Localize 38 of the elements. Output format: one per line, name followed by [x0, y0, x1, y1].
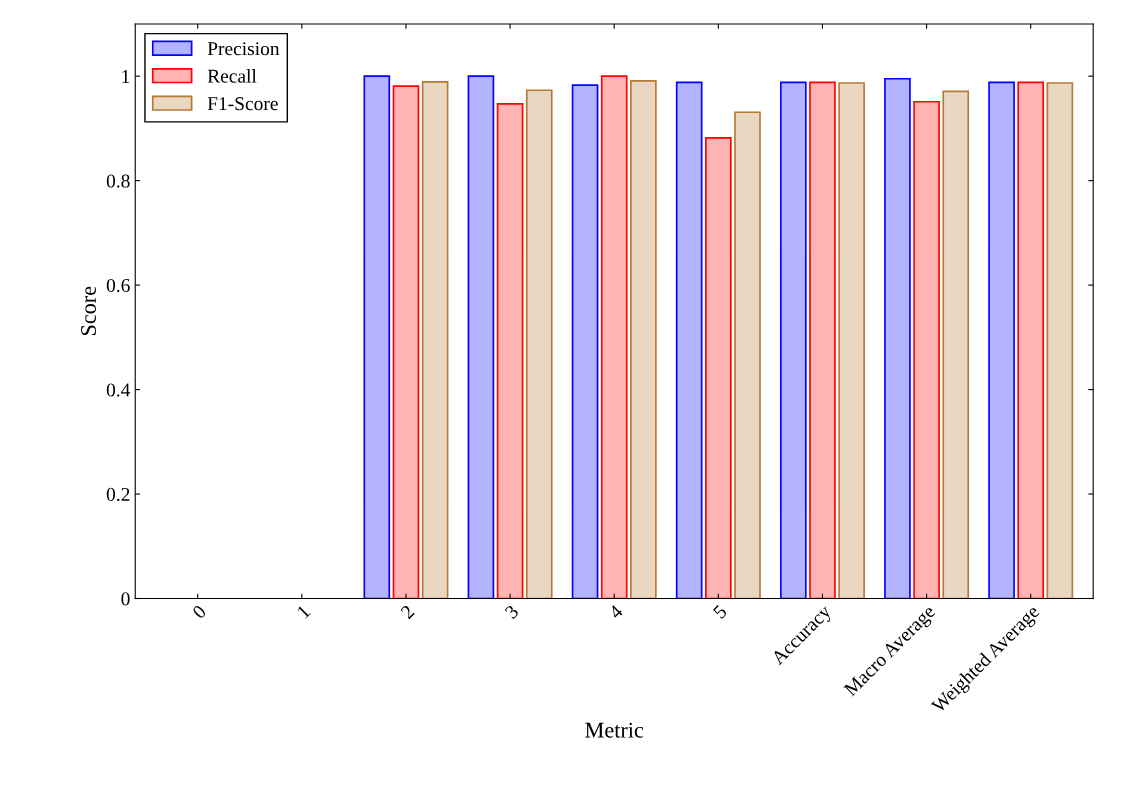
x-tick-label: 4	[608, 604, 624, 620]
bar	[884, 77, 911, 599]
x-tick-label: 3	[504, 604, 520, 620]
bar	[630, 80, 657, 599]
bar	[838, 82, 865, 599]
bar	[467, 75, 495, 599]
bar	[913, 100, 940, 599]
x-tick-label: 1	[296, 604, 311, 619]
legend-label: Precision	[207, 42, 280, 56]
legend-label: Recall	[207, 69, 257, 83]
bar	[675, 81, 703, 599]
y-tick-label: 0.2	[106, 487, 130, 502]
bar	[600, 75, 628, 599]
x-tick-label: 2	[400, 604, 415, 620]
bar	[1046, 82, 1074, 599]
y-tick-label: 0.4	[106, 383, 131, 397]
x-axis-title: Metric	[585, 722, 644, 738]
bar	[779, 81, 807, 599]
bar	[421, 81, 449, 599]
bar	[525, 89, 553, 599]
bar	[705, 136, 732, 599]
bar	[1017, 81, 1045, 599]
bar	[809, 81, 836, 599]
y-axis-title: Score	[81, 286, 96, 336]
legend-label: F1-Score	[207, 97, 278, 111]
bar	[571, 84, 599, 599]
bar	[363, 75, 391, 599]
bar	[392, 85, 420, 599]
x-tick-label: 0	[191, 604, 207, 620]
x-tick-label: 5	[712, 604, 728, 620]
bar	[734, 111, 761, 599]
y-tick-label: 0.6	[106, 278, 130, 293]
y-tick-label: 0	[121, 592, 130, 606]
bar	[988, 81, 1015, 599]
bar	[942, 90, 970, 599]
y-tick-label: 1	[122, 70, 130, 83]
y-tick-label: 0.8	[106, 174, 130, 188]
bar	[496, 103, 524, 599]
